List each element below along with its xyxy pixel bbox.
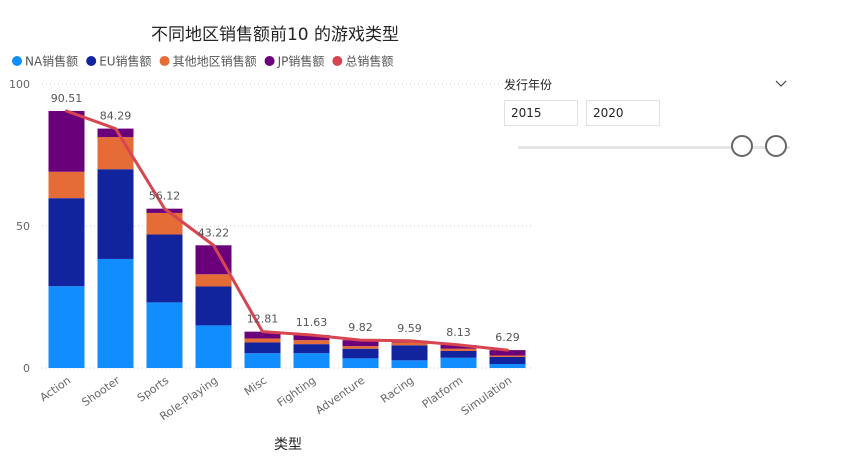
bar-segment — [342, 348, 379, 359]
bar-segment — [244, 353, 281, 368]
data-label: 9.59 — [397, 322, 422, 335]
bar-segment — [195, 325, 232, 368]
x-tick-label: Action — [38, 374, 74, 404]
legend-marker — [264, 56, 275, 66]
bar-segment — [440, 344, 477, 349]
bar-segment — [440, 350, 477, 358]
x-tick-label: Shooter — [80, 374, 123, 410]
bar-segment — [195, 286, 232, 326]
bar-segment — [146, 212, 183, 235]
bar-segment — [342, 340, 379, 347]
bar-segment — [391, 360, 428, 368]
legend-item-label: 其他地区销售额 — [173, 54, 257, 69]
bar-segment — [244, 338, 281, 343]
end-year-input[interactable]: 2020 — [586, 100, 660, 126]
bar-segment — [244, 331, 281, 339]
data-label: 56.12 — [149, 190, 181, 203]
bar-segment — [391, 345, 428, 361]
chevron-down-icon[interactable] — [775, 78, 787, 88]
year-slicer: 发行年份 2015 2020 — [504, 76, 794, 176]
bar-segment — [342, 358, 379, 368]
slicer-title: 发行年份 — [504, 78, 553, 92]
bar-segment — [293, 335, 330, 341]
bar-segment — [440, 348, 477, 351]
data-label: 6.29 — [495, 331, 520, 344]
data-label: 90.51 — [51, 92, 83, 105]
bar-segment — [146, 302, 183, 368]
bar-segment — [293, 353, 330, 368]
bar-segment — [48, 110, 85, 172]
x-tick-label: Simulation — [459, 374, 514, 418]
x-tick-label: Racing — [378, 374, 416, 406]
slider-handle-start[interactable] — [731, 135, 753, 157]
bar-segment — [342, 346, 379, 349]
x-axis-title: 类型 — [274, 437, 302, 453]
bar-segment — [195, 245, 232, 275]
x-tick-label: Adventure — [313, 374, 367, 417]
legend-marker — [12, 56, 22, 66]
legend-marker — [86, 56, 97, 66]
bar-segment — [195, 274, 232, 287]
legend-marker — [159, 56, 170, 66]
legend-item-label: NA销售额 — [25, 54, 78, 69]
y-tick-label: 100 — [9, 78, 30, 91]
legend-item-label: 总销售额 — [345, 54, 393, 69]
data-label: 8.13 — [446, 326, 471, 339]
y-tick-label: 0 — [23, 362, 30, 375]
data-label: 43.22 — [198, 226, 230, 239]
legend-marker — [332, 56, 343, 66]
bar-segment — [97, 137, 134, 170]
x-tick-label: Platform — [420, 374, 465, 411]
bar-segment — [489, 355, 526, 357]
x-tick-label: Sports — [135, 374, 172, 405]
bar-segment — [48, 171, 85, 199]
total-sales-line — [65, 109, 509, 352]
data-label: 12.81 — [247, 313, 279, 326]
bar-segment — [489, 350, 526, 356]
bar-segment — [489, 356, 526, 365]
bar-segment — [48, 198, 85, 287]
x-tick-label: Fighting — [275, 374, 318, 410]
bar-segment — [146, 208, 183, 213]
legend-item-label: EU销售额 — [99, 54, 151, 69]
chart-title: 不同地区销售额前10 的游戏类型 — [151, 25, 399, 45]
bar-segment — [97, 128, 134, 138]
y-tick-label: 50 — [16, 220, 30, 233]
start-year-input[interactable]: 2015 — [504, 100, 578, 126]
bar-segment — [293, 344, 330, 354]
legend-item-label: JP销售额 — [277, 54, 325, 69]
bar-segment — [293, 340, 330, 345]
data-label: 11.63 — [296, 316, 328, 329]
bar-segment — [489, 364, 526, 368]
bar-segment — [391, 342, 428, 346]
slider-track[interactable] — [518, 146, 790, 149]
bar-segment — [48, 286, 85, 368]
bar-segment — [97, 258, 134, 368]
slider-handle-end[interactable] — [765, 135, 787, 157]
bar-segment — [97, 169, 134, 259]
bar-segment — [440, 357, 477, 368]
data-label: 84.29 — [100, 110, 132, 123]
data-label: 9.82 — [348, 321, 373, 334]
bar-segment — [244, 342, 281, 354]
x-tick-label: Misc — [242, 374, 269, 399]
bar-segment — [146, 234, 183, 303]
